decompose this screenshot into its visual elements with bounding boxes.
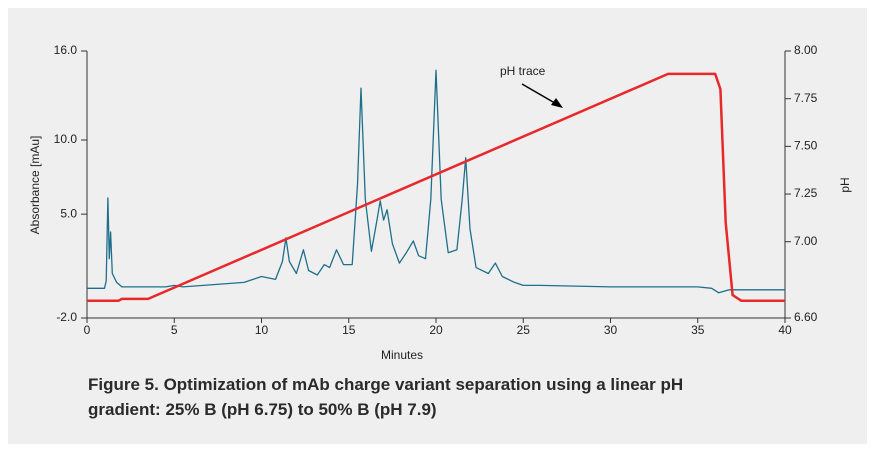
x-axis-label: Minutes bbox=[381, 348, 423, 362]
caption: Figure 5. Optimization of mAb charge var… bbox=[88, 375, 684, 419]
y2-tick-label: 7.50 bbox=[794, 139, 818, 153]
x-tick-label: 10 bbox=[255, 323, 269, 337]
y2-tick-label: 6.60 bbox=[794, 310, 818, 324]
y2-tick-label: 7.75 bbox=[794, 91, 818, 105]
y-tick-label: 10.0 bbox=[54, 132, 78, 146]
y-axis-label: Absorbance [mAu] bbox=[28, 136, 42, 235]
annotation: pH trace bbox=[500, 64, 546, 78]
arrow-head bbox=[551, 98, 563, 108]
x-tick-label: 35 bbox=[691, 323, 705, 337]
x-tick-label: 0 bbox=[84, 323, 91, 337]
y2-tick-label: 7.25 bbox=[794, 186, 818, 200]
x-tick-label: 30 bbox=[604, 323, 618, 337]
y-tick-label: 5.0 bbox=[60, 206, 77, 220]
y2-axis-label: pH bbox=[838, 177, 852, 192]
y-tick-label: -2.0 bbox=[56, 310, 77, 324]
x-tick-label: 40 bbox=[778, 323, 792, 337]
y-tick-label: 16.0 bbox=[54, 43, 78, 57]
x-tick-label: 5 bbox=[171, 323, 178, 337]
x-tick-label: 25 bbox=[517, 323, 531, 337]
panel bbox=[8, 8, 867, 444]
y2-tick-label: 7.00 bbox=[794, 234, 818, 248]
x-tick-label: 20 bbox=[429, 323, 443, 337]
y2-tick-label: 8.00 bbox=[794, 43, 818, 57]
x-tick-label: 15 bbox=[342, 323, 356, 337]
ph-line bbox=[87, 72, 785, 303]
